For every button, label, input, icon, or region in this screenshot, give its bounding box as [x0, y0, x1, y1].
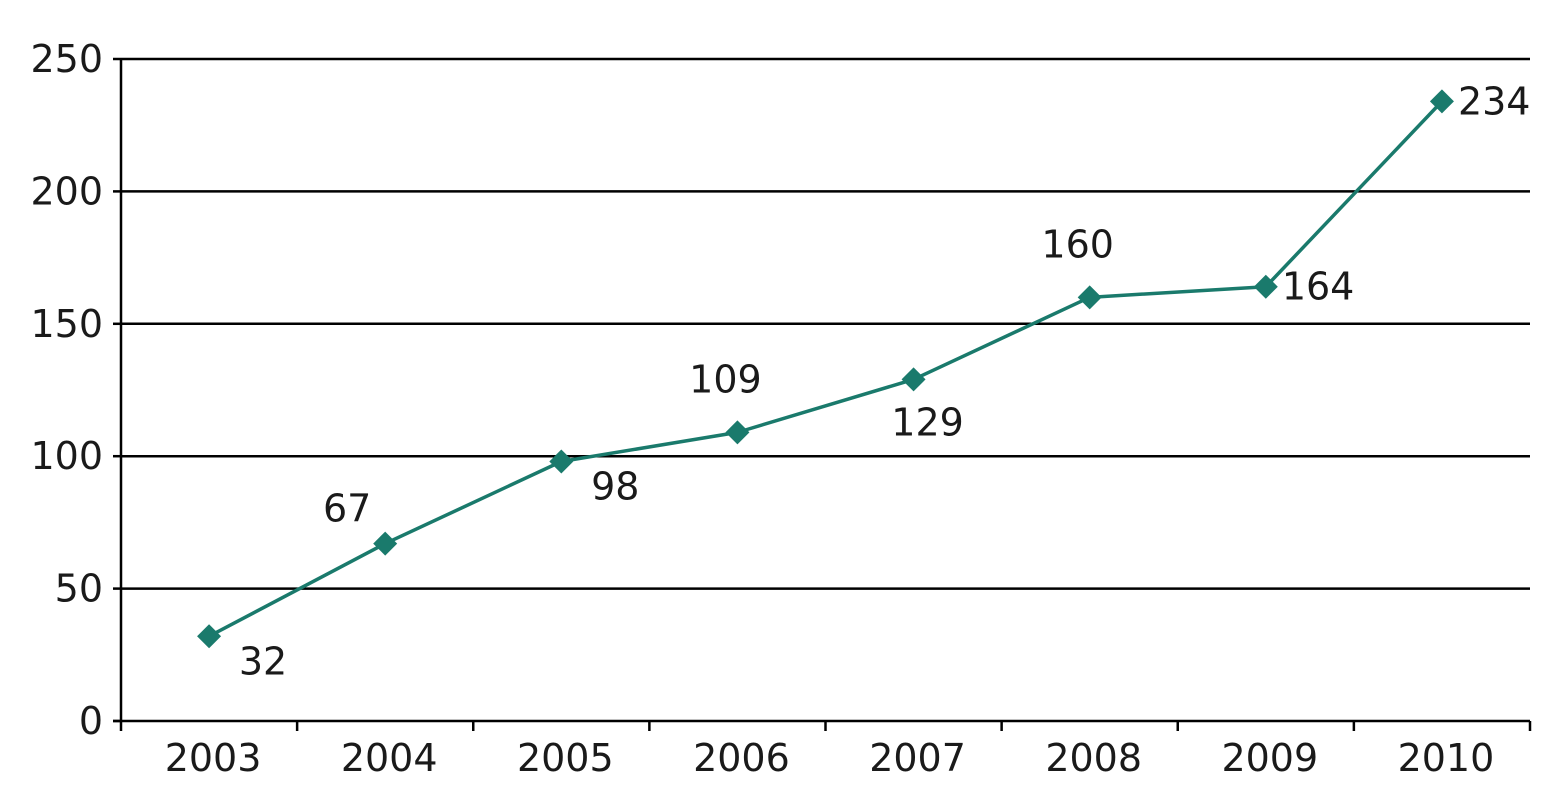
- series-line: [208, 100, 1444, 638]
- data-point-marker: [549, 449, 574, 474]
- data-label: 109: [689, 357, 762, 401]
- data-label: 164: [1282, 265, 1355, 309]
- data-label: 234: [1458, 79, 1531, 123]
- data-point-marker: [197, 624, 222, 649]
- data-label: 129: [891, 400, 964, 444]
- data-label: 67: [323, 487, 371, 531]
- data-point-marker: [725, 420, 750, 445]
- y-tick-label: 50: [55, 567, 103, 611]
- y-tick-label: 0: [79, 699, 103, 743]
- x-tick-labels: 2003 2004 2005 2006 2007 2008 2009 2010: [165, 736, 1495, 780]
- y-tick-labels: 0 50 100 150 200 250: [30, 37, 103, 743]
- axes: [113, 57, 1532, 731]
- series-markers: [197, 89, 1454, 649]
- x-tick-label: 2006: [693, 736, 790, 780]
- x-tick-label: 2005: [517, 736, 614, 780]
- data-labels: 32 67 98 109 129 160 164 234: [239, 79, 1531, 683]
- data-label: 32: [239, 639, 287, 683]
- y-tick-label: 100: [30, 434, 103, 478]
- data-label: 160: [1041, 222, 1114, 266]
- data-point-marker: [373, 531, 398, 556]
- y-tick-label: 200: [30, 169, 103, 213]
- x-tick-label: 2009: [1221, 736, 1318, 780]
- y-tick-label: 150: [30, 302, 103, 346]
- data-label: 98: [591, 464, 639, 508]
- data-point-marker: [1253, 274, 1278, 299]
- x-tick-label: 2010: [1398, 736, 1495, 780]
- x-tick-label: 2007: [869, 736, 966, 780]
- grid-lines: [121, 57, 1530, 590]
- series-lines: [208, 100, 1444, 638]
- y-tick-label: 250: [30, 37, 103, 81]
- data-point-marker: [901, 367, 926, 392]
- x-tick-label: 2008: [1045, 736, 1142, 780]
- data-point-marker: [1077, 285, 1102, 310]
- x-tick-label: 2004: [341, 736, 438, 780]
- data-point-marker: [1429, 89, 1454, 114]
- x-tick-label: 2003: [165, 736, 262, 780]
